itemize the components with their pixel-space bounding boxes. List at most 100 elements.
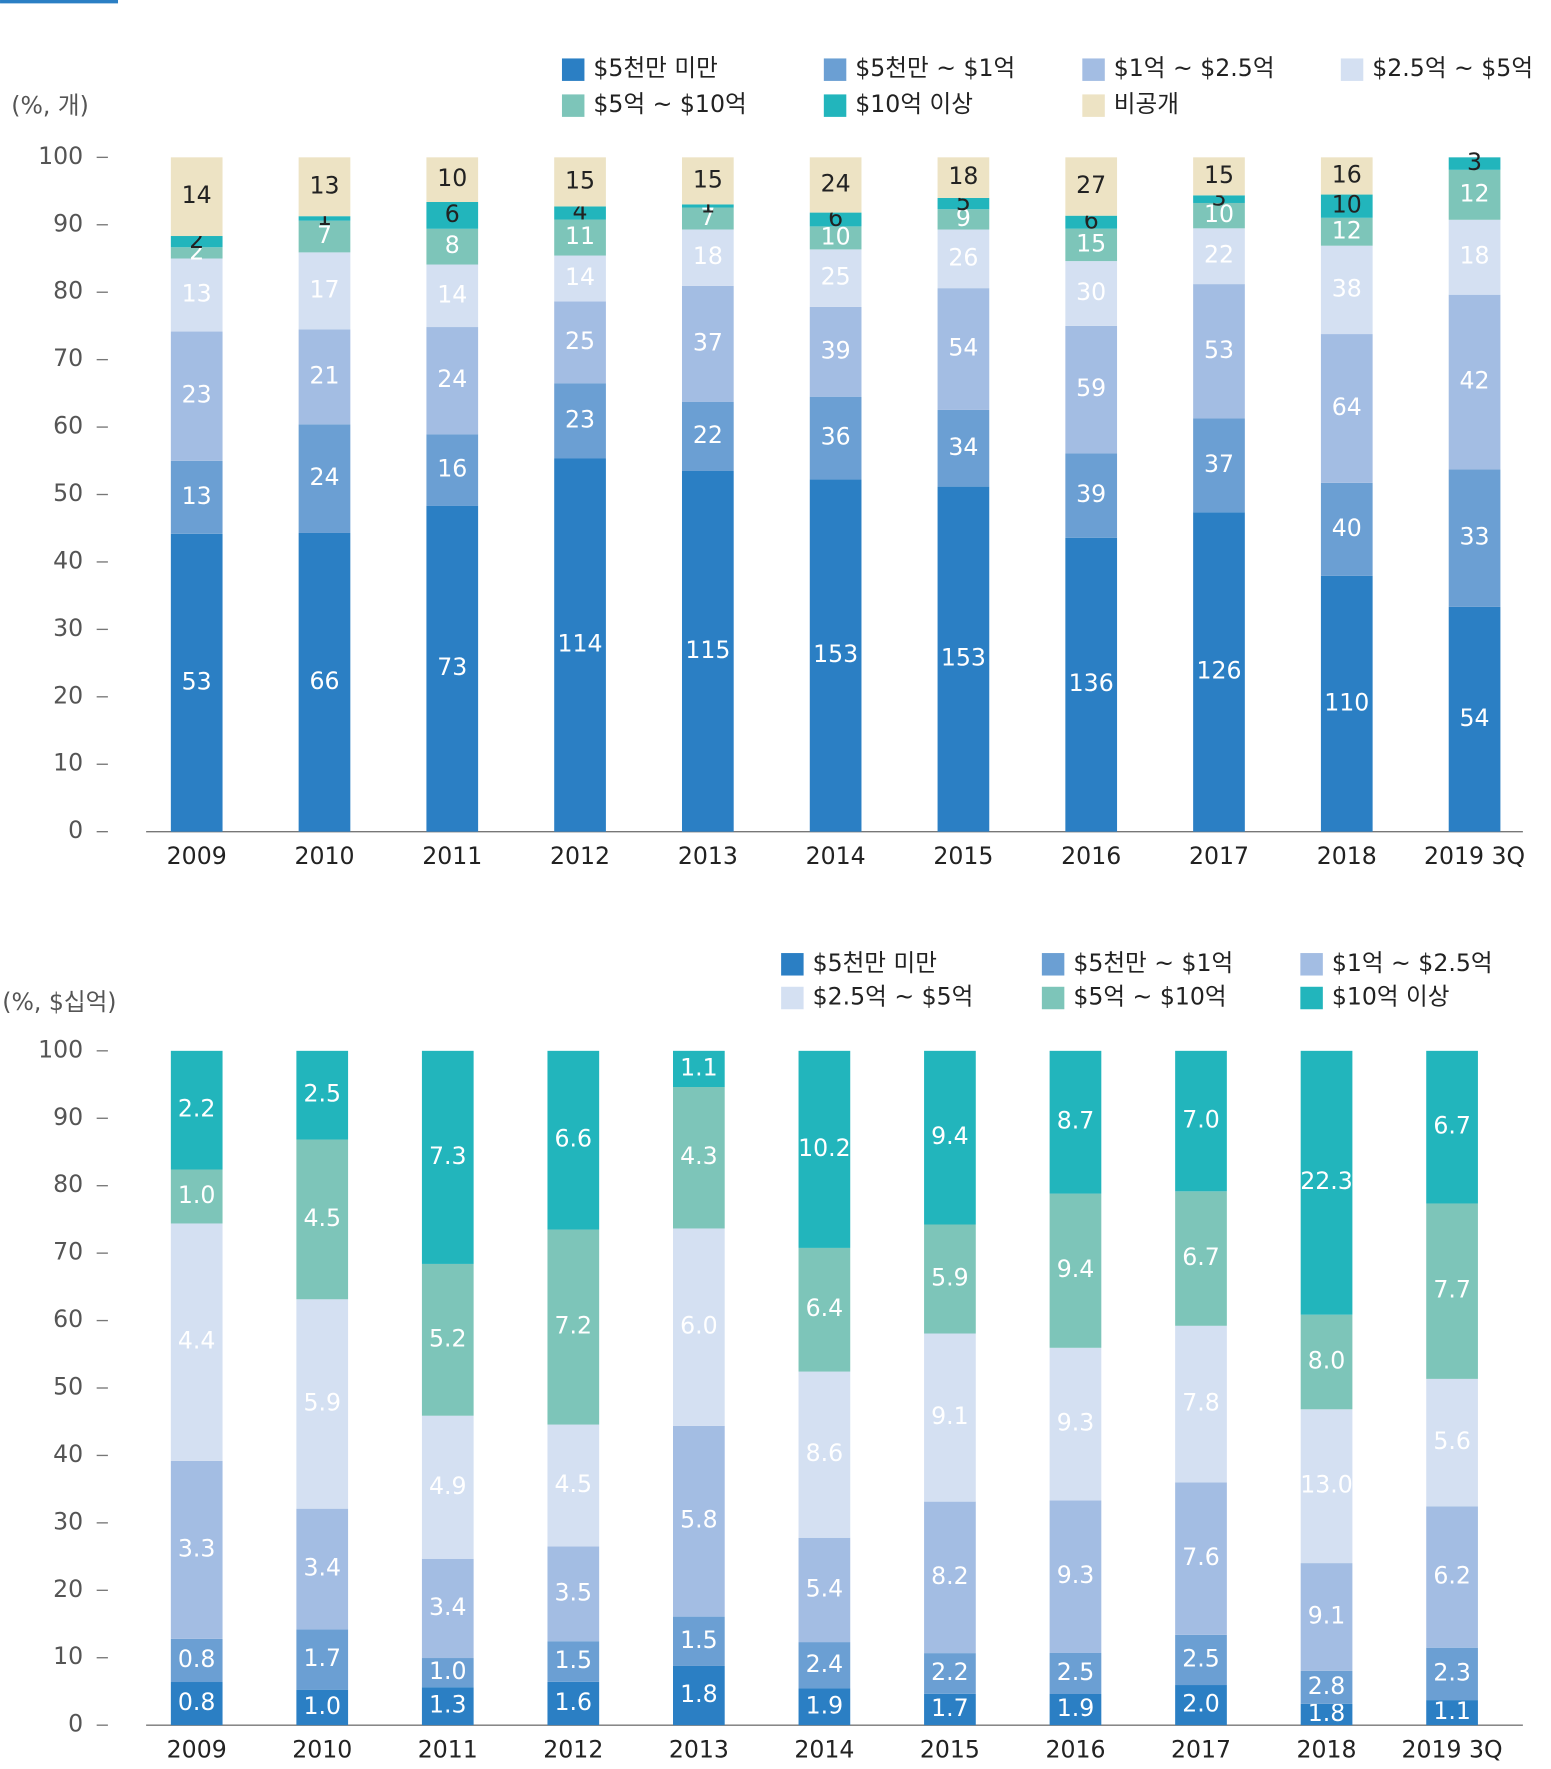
data-label: 6.7	[1182, 1243, 1220, 1271]
data-label: 12	[1460, 179, 1490, 207]
x-tick-label: 2014	[806, 842, 866, 870]
bar-segment	[681, 207, 734, 230]
bar-segment	[1065, 228, 1118, 262]
bar-segment	[1193, 202, 1245, 229]
bar-segment	[426, 228, 479, 265]
bar-segment	[937, 486, 990, 832]
data-label: 1.1	[680, 1053, 718, 1081]
data-label: 7	[700, 203, 715, 231]
data-label: 3	[1467, 148, 1482, 176]
bar-segment	[170, 1682, 223, 1726]
data-label: 16	[437, 454, 467, 482]
data-label: 37	[1204, 450, 1234, 478]
bar-segment	[1426, 1700, 1478, 1726]
bar-segment	[1426, 1506, 1478, 1648]
data-label: 10.2	[798, 1134, 851, 1162]
x-tick-label: 2019 3Q	[1424, 842, 1525, 870]
bar-segment	[298, 252, 351, 330]
legend-label: 비공개	[1114, 90, 1179, 118]
x-tick-label: 2011	[422, 842, 482, 870]
x-tick-label: 2015	[933, 842, 993, 870]
y-tick-label: 80	[53, 277, 83, 305]
x-tick-label: 2013	[678, 842, 738, 870]
data-label: 22	[1204, 241, 1234, 269]
bar-segment	[1320, 217, 1373, 246]
bar-segment	[547, 1229, 600, 1425]
data-label: 16	[1332, 160, 1362, 188]
bar-segment	[421, 1415, 474, 1559]
data-label: 6.6	[555, 1125, 593, 1153]
data-label: 73	[437, 653, 467, 681]
data-label: 2.2	[931, 1658, 969, 1686]
bar-segment	[170, 1169, 223, 1224]
y-axis-label: (%, $십억)	[2, 988, 116, 1016]
data-label: 115	[685, 636, 730, 664]
bar-segment	[554, 383, 606, 459]
bar-segment	[426, 202, 479, 229]
bar-segment	[296, 1050, 349, 1140]
data-label: 5.8	[680, 1506, 718, 1534]
bar-segment	[170, 258, 223, 332]
data-label: 1.5	[555, 1646, 593, 1674]
bar-segment	[421, 1687, 474, 1726]
legend-swatch	[823, 58, 847, 81]
data-label: 1.7	[931, 1694, 969, 1722]
bar-segment	[421, 1558, 474, 1659]
bar-segment	[554, 219, 606, 256]
bar-segment	[170, 331, 223, 461]
bar-segment	[1300, 1703, 1353, 1726]
data-label: 18	[948, 162, 978, 190]
data-label: 1.6	[555, 1688, 593, 1716]
bar-segment	[1426, 1050, 1478, 1204]
bar-segment	[809, 396, 862, 480]
data-label: 30	[1076, 278, 1106, 306]
bar-segment	[681, 285, 734, 402]
data-label: 15	[1076, 229, 1106, 257]
data-label: 9.1	[931, 1402, 969, 1430]
data-label: 7	[317, 221, 332, 249]
data-label: 1.7	[303, 1644, 341, 1672]
legend-label: $10억 이상	[855, 90, 973, 118]
bar-segment	[1448, 169, 1501, 220]
data-label: 15	[693, 165, 723, 193]
data-label: 5.4	[806, 1574, 844, 1602]
data-label: 2.5	[303, 1080, 341, 1108]
x-tick-label: 2013	[669, 1736, 729, 1764]
y-tick-label: 50	[53, 479, 83, 507]
data-label: 1.0	[178, 1181, 216, 1209]
data-label: 15	[1204, 161, 1234, 189]
data-label: 59	[1076, 374, 1106, 402]
y-tick-label: 100	[38, 142, 83, 170]
bar-segment	[673, 1425, 725, 1617]
bar-segment	[1426, 1378, 1478, 1507]
data-label: 1.1	[1433, 1697, 1471, 1725]
data-label: 6.7	[1433, 1112, 1471, 1140]
x-tick-label: 2017	[1189, 842, 1249, 870]
data-label: 21	[309, 361, 339, 389]
bar-segment	[298, 216, 351, 221]
x-tick-label: 2015	[920, 1736, 980, 1764]
bar-segment	[1193, 195, 1245, 203]
data-label: 7.2	[555, 1312, 593, 1340]
legend-label: $5억 ~ $10억	[593, 90, 746, 118]
legend-label: $5천만 ~ $1억	[855, 54, 1015, 82]
y-tick-label: 70	[53, 344, 83, 372]
data-label: 37	[693, 328, 723, 356]
data-label: 53	[1204, 336, 1234, 364]
legend-label: $5억 ~ $10억	[1073, 983, 1226, 1011]
y-tick-label: 20	[53, 681, 83, 709]
data-label: 2.5	[1057, 1658, 1095, 1686]
x-tick-label: 2016	[1045, 1736, 1105, 1764]
data-label: 14	[182, 181, 212, 209]
data-label: 22	[693, 421, 723, 449]
legend-swatch	[561, 58, 585, 81]
bar-segment	[1065, 261, 1118, 326]
bar-segment	[170, 236, 223, 248]
data-label: 3.3	[178, 1534, 216, 1562]
data-label: 1.0	[303, 1692, 341, 1720]
data-label: 38	[1332, 274, 1362, 302]
data-label: 1.8	[680, 1680, 718, 1708]
bar-segment	[809, 226, 862, 250]
y-tick-label: 90	[53, 1103, 83, 1131]
bar-segment	[809, 212, 862, 227]
